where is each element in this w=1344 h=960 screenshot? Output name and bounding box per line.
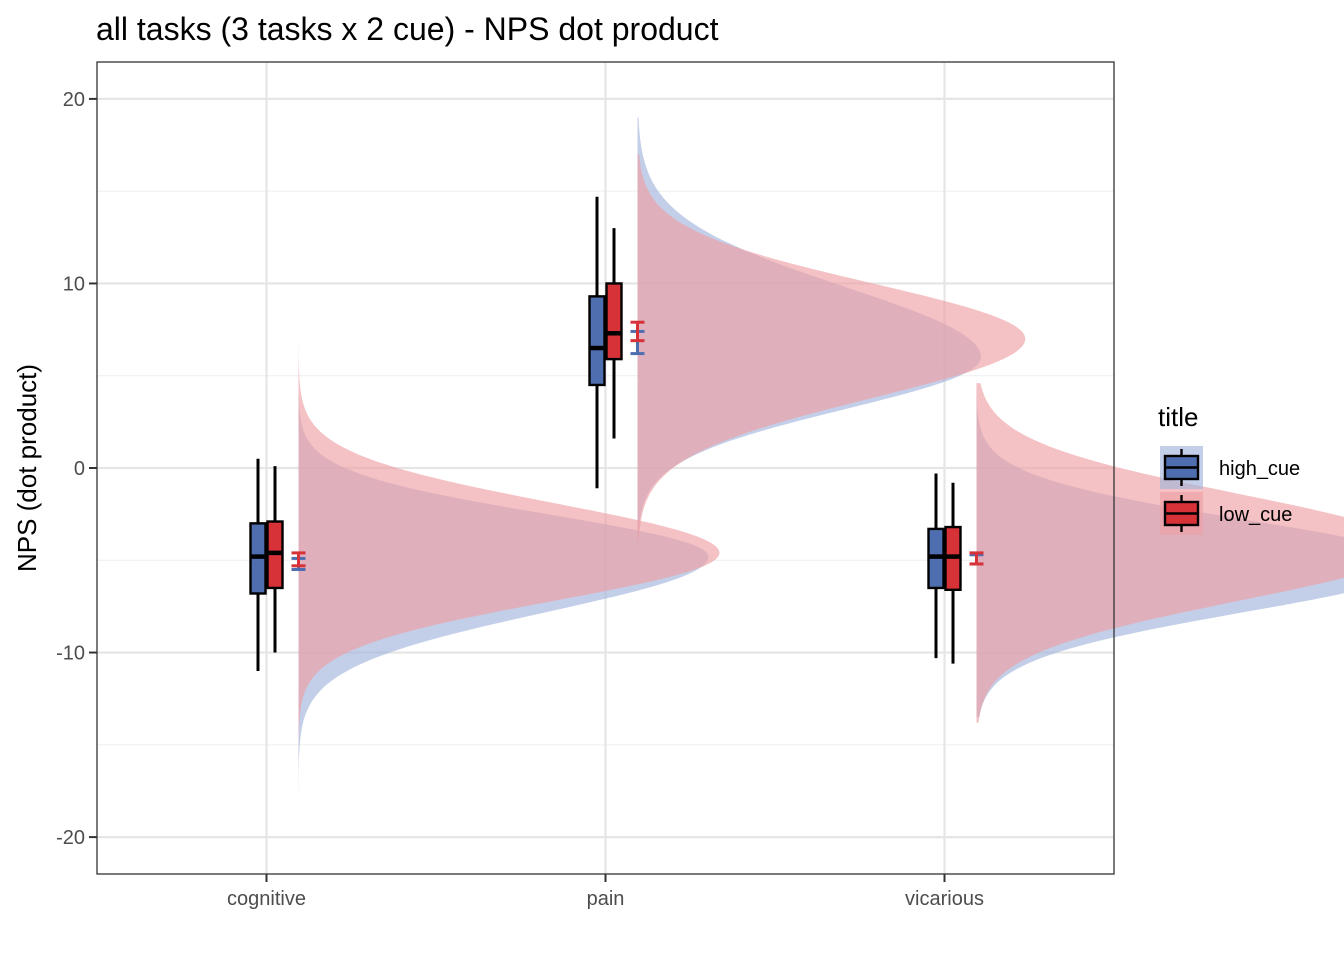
- density-low_cue-vicarious: [976, 383, 1344, 723]
- x-axis: cognitive pain vicarious: [227, 874, 984, 910]
- legend: title high_cue low_cue: [1158, 402, 1300, 535]
- density-low_cue-pain: [637, 154, 1026, 542]
- y-tick-label: 10: [63, 273, 85, 295]
- legend-title: title: [1158, 402, 1198, 432]
- grid-lines: [97, 62, 1114, 874]
- y-tick-label: -20: [56, 827, 85, 849]
- density-layer: [298, 117, 1344, 810]
- y-tick-label: 20: [63, 89, 85, 111]
- legend-label-low_cue: low_cue: [1219, 504, 1292, 526]
- x-tick-label-vicarious: vicarious: [905, 888, 984, 910]
- x-tick-label-cognitive: cognitive: [227, 888, 306, 910]
- y-axis-title: NPS (dot product): [12, 364, 42, 572]
- mean-ci-layer: [291, 320, 984, 571]
- y-tick-label: -10: [56, 643, 85, 665]
- x-tick-label-pain: pain: [587, 888, 625, 910]
- boxplot-layer: [249, 196, 962, 671]
- density-low_cue-cognitive: [298, 344, 720, 801]
- legend-label-high_cue: high_cue: [1219, 458, 1300, 480]
- chart-title: all tasks (3 tasks x 2 cue) - NPS dot pr…: [96, 11, 719, 47]
- box-high_cue-pain: [588, 295, 606, 387]
- box-low_cue-pain: [605, 282, 623, 361]
- y-axis: -20 -10 0 10 20: [56, 89, 97, 849]
- y-tick-label: 0: [74, 458, 85, 480]
